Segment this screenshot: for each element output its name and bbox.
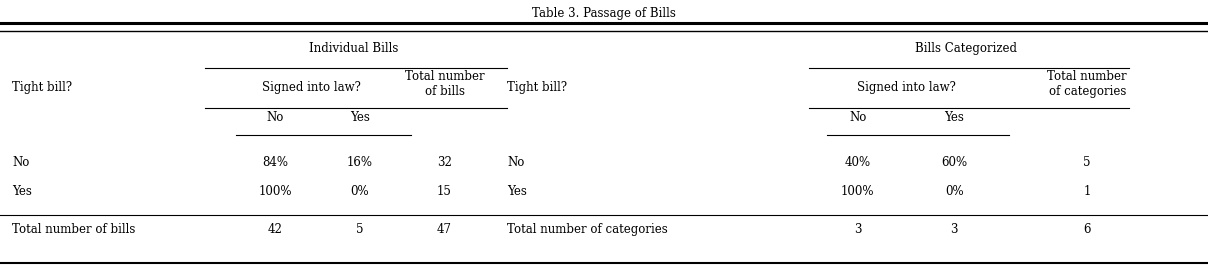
Text: 40%: 40% <box>844 156 871 169</box>
Text: 15: 15 <box>437 185 452 198</box>
Text: Total number: Total number <box>405 70 484 83</box>
Text: Yes: Yes <box>350 112 370 124</box>
Text: No: No <box>267 112 284 124</box>
Text: 16%: 16% <box>347 156 373 169</box>
Text: 6: 6 <box>1084 223 1091 236</box>
Text: 1: 1 <box>1084 185 1091 198</box>
Text: 42: 42 <box>268 223 283 236</box>
Text: 5: 5 <box>356 223 364 236</box>
Text: Tight bill?: Tight bill? <box>12 81 72 94</box>
Text: 100%: 100% <box>841 185 875 198</box>
Text: Table 3. Passage of Bills: Table 3. Passage of Bills <box>532 7 676 20</box>
Text: 3: 3 <box>854 223 861 236</box>
Text: of categories: of categories <box>1049 85 1126 98</box>
Text: No: No <box>507 156 524 169</box>
Text: 0%: 0% <box>350 185 370 198</box>
Text: Yes: Yes <box>12 185 31 198</box>
Text: Yes: Yes <box>945 112 964 124</box>
Text: Bills Categorized: Bills Categorized <box>916 43 1017 55</box>
Text: 3: 3 <box>951 223 958 236</box>
Text: 5: 5 <box>1084 156 1091 169</box>
Text: No: No <box>12 156 29 169</box>
Text: Total number of categories: Total number of categories <box>507 223 668 236</box>
Text: No: No <box>849 112 866 124</box>
Text: 47: 47 <box>437 223 452 236</box>
Text: Tight bill?: Tight bill? <box>507 81 568 94</box>
Text: Signed into law?: Signed into law? <box>262 81 361 94</box>
Text: Total number: Total number <box>1047 70 1127 83</box>
Text: 0%: 0% <box>945 185 964 198</box>
Text: 84%: 84% <box>262 156 289 169</box>
Text: Yes: Yes <box>507 185 527 198</box>
Text: 32: 32 <box>437 156 452 169</box>
Text: of bills: of bills <box>424 85 465 98</box>
Text: Individual Bills: Individual Bills <box>309 43 399 55</box>
Text: Total number of bills: Total number of bills <box>12 223 135 236</box>
Text: 60%: 60% <box>941 156 968 169</box>
Text: 100%: 100% <box>259 185 292 198</box>
Text: Signed into law?: Signed into law? <box>856 81 956 94</box>
